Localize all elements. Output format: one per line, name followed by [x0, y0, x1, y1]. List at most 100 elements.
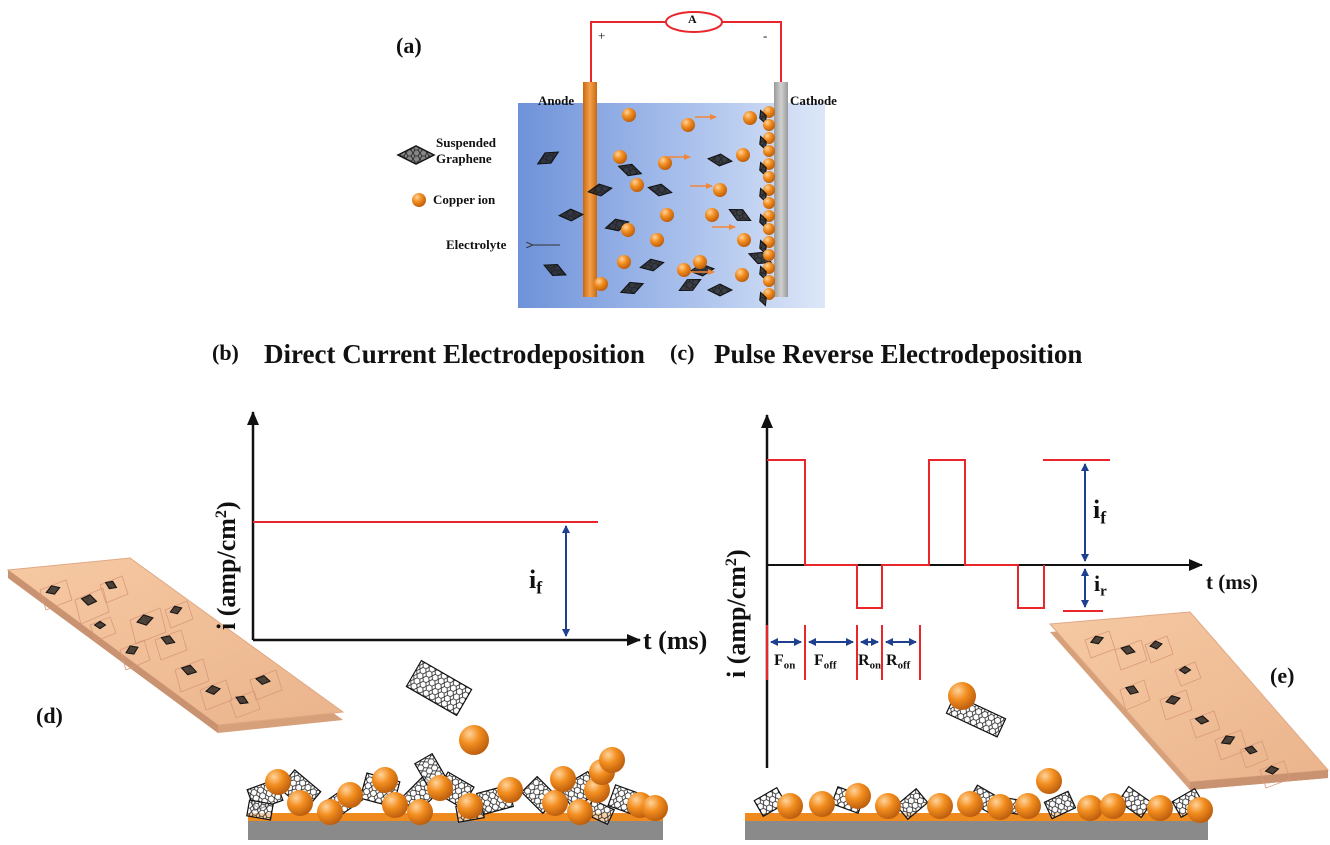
ammeter-icon	[665, 11, 723, 33]
graphene-flake	[180, 664, 198, 676]
grain-boundary	[89, 616, 117, 642]
copper-ion	[630, 178, 644, 192]
copper-ion	[407, 799, 433, 825]
grain-boundary	[39, 579, 73, 611]
panel-b-title: Direct Current Electrodeposition	[264, 339, 645, 369]
graphene-flake	[255, 674, 271, 686]
grain-boundary	[229, 690, 261, 719]
copper-ion	[317, 799, 343, 825]
grain-boundary	[1239, 740, 1269, 769]
r-on-label: Ron	[858, 652, 882, 672]
grain-boundary	[164, 600, 194, 629]
graphene-flake	[639, 258, 665, 272]
dc-x-axis-label: t (ms)	[643, 626, 708, 655]
f-on-label: Fon	[774, 652, 796, 672]
film-slab-e	[1048, 611, 1330, 790]
cathode-electrode	[774, 82, 788, 297]
copper-ion	[599, 747, 625, 773]
copper-ion	[845, 783, 871, 809]
copper-ion	[542, 790, 568, 816]
copper-ion	[763, 275, 775, 287]
copper-ion	[763, 249, 775, 261]
legend-electrolyte-label: Electrolyte	[446, 237, 507, 252]
graphene-flake	[1178, 665, 1192, 675]
grain-boundary	[174, 658, 210, 693]
pr-copper-base	[745, 813, 1208, 821]
graphene-flake	[1120, 645, 1136, 655]
copper-ion	[1036, 768, 1062, 794]
copper-ion	[497, 777, 523, 803]
copper-ion	[658, 156, 672, 170]
f-off-label: Foff	[814, 652, 837, 672]
copper-ion	[459, 725, 489, 755]
graphene-flake	[1220, 735, 1236, 745]
grain-boundary	[129, 607, 167, 645]
graphene-flake	[617, 163, 643, 177]
grain-boundary	[249, 669, 283, 701]
copper-ion	[987, 794, 1013, 820]
graphene-flake	[169, 605, 183, 615]
panel-b-label: (b)	[212, 340, 239, 365]
graphene-flake	[706, 153, 734, 167]
graphene-flake	[80, 594, 98, 606]
dc-copper-base	[248, 813, 663, 821]
graphene-flake	[93, 620, 107, 630]
graphene-flake	[1244, 745, 1258, 755]
grain-boundary	[1159, 689, 1193, 721]
dc-if-label: if	[529, 565, 543, 598]
copper-ion	[736, 148, 750, 162]
graphene-flake	[1124, 685, 1140, 695]
falling-particles	[405, 659, 1007, 755]
pr-deposit	[745, 768, 1213, 840]
grain-boundary	[1119, 679, 1151, 711]
copper-ion	[372, 767, 398, 793]
graphene-sheet	[1043, 790, 1077, 820]
copper-ion	[287, 790, 313, 816]
legend-graphene-icon	[396, 145, 436, 165]
copper-ion	[1100, 793, 1126, 819]
panel-d-label: (d)	[36, 703, 63, 728]
pr-substrate	[745, 820, 1208, 840]
graphene-flake	[619, 281, 645, 295]
graphene-sheet	[405, 659, 473, 717]
grain-boundary	[74, 587, 110, 625]
graphene-flake	[235, 695, 249, 705]
pr-x-axis-label: t (ms)	[1206, 570, 1258, 594]
grain-boundary	[1084, 630, 1116, 659]
legend-copper-label: Copper ion	[433, 192, 496, 207]
ammeter-label: A	[688, 12, 697, 26]
cathode-polarity: -	[763, 28, 768, 43]
grain-boundary	[1189, 710, 1221, 739]
copper-ion	[382, 792, 408, 818]
copper-ion	[763, 197, 775, 209]
copper-ion	[660, 208, 674, 222]
panel-e-label: (e)	[1270, 663, 1295, 688]
graphene-sheet	[753, 786, 787, 818]
pr-if-label: if	[1093, 495, 1107, 528]
graphene-flake	[543, 264, 567, 276]
graphene-flake	[1165, 695, 1181, 705]
copper-ion	[763, 145, 775, 157]
graphene-flake	[205, 684, 221, 696]
graphene-flake	[1089, 635, 1105, 645]
graphene-sheet	[895, 787, 929, 821]
pr-pulse-waveform	[767, 459, 1045, 609]
grain-boundary	[1114, 639, 1148, 671]
copper-ion	[1187, 797, 1213, 823]
copper-ion	[681, 118, 695, 132]
graphene-sheet	[246, 799, 274, 821]
copper-ion	[337, 782, 363, 808]
copper-ion	[875, 793, 901, 819]
copper-ion	[763, 223, 775, 235]
graphene-flake	[678, 279, 702, 291]
copper-ion	[650, 233, 664, 247]
legend-copper-icon	[412, 193, 426, 207]
graphene-flake	[104, 580, 118, 590]
copper-ion	[1147, 795, 1173, 821]
copper-ion	[957, 791, 983, 817]
copper-ion	[567, 799, 593, 825]
copper-ion	[809, 791, 835, 817]
grain-boundary	[199, 679, 233, 711]
grain-boundary	[1144, 635, 1174, 664]
